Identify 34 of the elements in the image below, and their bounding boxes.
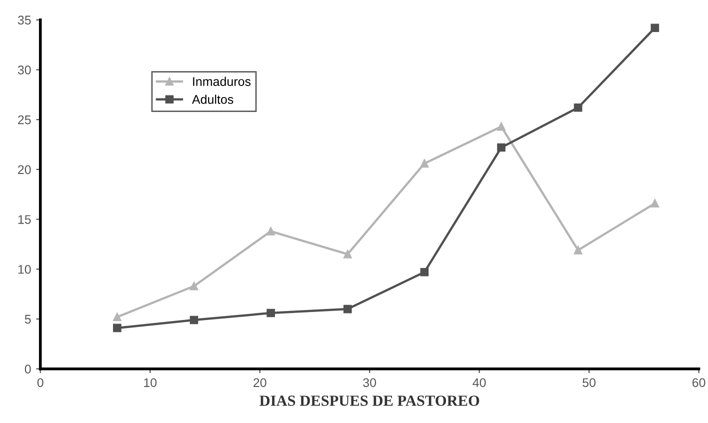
y-tick-label: 5 xyxy=(24,314,31,324)
point xyxy=(420,159,429,168)
x-tick-label: 10 xyxy=(144,378,157,388)
point xyxy=(266,227,275,236)
x-tick-label: 50 xyxy=(582,378,596,388)
y-tick-label: 20 xyxy=(18,165,31,174)
y-tick-label: 35 xyxy=(18,16,31,25)
point xyxy=(574,246,582,254)
point xyxy=(190,282,198,290)
point xyxy=(420,268,429,276)
y-tick-label: 15 xyxy=(18,215,31,224)
x-tick-label: 60 xyxy=(692,378,706,388)
point xyxy=(190,316,198,324)
point xyxy=(497,143,506,152)
point xyxy=(650,24,660,32)
legend-label: Inmaduros xyxy=(193,76,251,86)
x-tick-label: 0 xyxy=(37,378,44,388)
y-tick-label: 30 xyxy=(18,66,31,74)
point xyxy=(343,250,352,258)
point xyxy=(574,103,582,112)
legend-label: Adultos xyxy=(192,94,234,104)
point xyxy=(650,199,660,208)
x-tick-label: 30 xyxy=(363,378,376,388)
y-tick-label: 25 xyxy=(18,115,31,124)
point xyxy=(266,308,275,318)
x-tick-label: 20 xyxy=(254,378,266,388)
point xyxy=(497,122,506,131)
x-tick-label: 40 xyxy=(472,378,486,388)
y-tick-label: 10 xyxy=(18,264,31,274)
point xyxy=(343,304,352,314)
point xyxy=(113,312,122,322)
point xyxy=(113,324,122,332)
x-axis-title: DIAS DESPUES DE PASTOREO xyxy=(260,396,480,406)
y-tick-label: 0 xyxy=(24,364,31,374)
